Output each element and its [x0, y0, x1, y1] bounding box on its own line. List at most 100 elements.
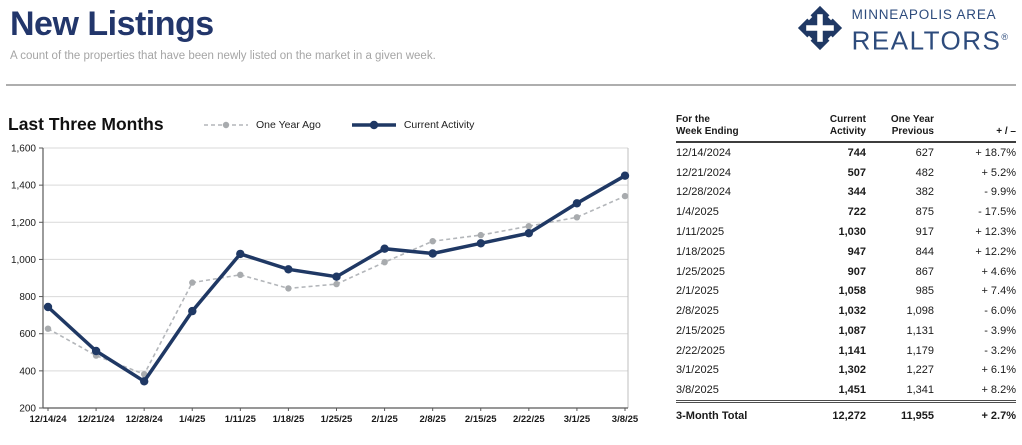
svg-text:600: 600: [19, 329, 36, 340]
cell-current-activity: 1,058: [838, 285, 866, 298]
cell-week-ending: 2/15/2025: [676, 324, 725, 337]
cell-current-activity: 1,030: [838, 226, 866, 239]
cell-current-activity: 1,451: [838, 384, 866, 397]
cell-one-year-previous: 985: [915, 285, 934, 298]
cell-week-ending: 1/18/2025: [676, 245, 725, 258]
chart-legend: One Year Ago Current Activity: [203, 119, 474, 131]
svg-text:800: 800: [19, 292, 36, 303]
table-row: 1/4/2025 722 875 - 17.5%: [676, 202, 1016, 222]
table-row: 1/25/2025 907 867 + 4.6%: [676, 262, 1016, 282]
table-row: 2/22/2025 1,141 1,179 - 3.2%: [676, 341, 1016, 361]
svg-text:1,400: 1,400: [11, 181, 36, 192]
table-row: 12/21/2024 507 482 + 5.2%: [676, 163, 1016, 183]
svg-text:1,600: 1,600: [11, 144, 36, 155]
header-divider: [6, 84, 1016, 86]
cell-week-ending: 2/8/2025: [676, 305, 719, 318]
table-total-row: 3-Month Total 12,272 11,955 + 2.7%: [676, 400, 1016, 427]
svg-text:2/15/25: 2/15/25: [465, 414, 497, 425]
cell-week-ending: 12/21/2024: [676, 166, 732, 179]
cell-one-year-previous: 382: [915, 186, 934, 199]
svg-text:3/8/25: 3/8/25: [612, 414, 639, 425]
cell-week-ending: 2/1/2025: [676, 285, 719, 298]
dashed-line-swatch-icon: [204, 121, 248, 129]
svg-text:3/1/25: 3/1/25: [564, 414, 591, 425]
svg-text:1/18/25: 1/18/25: [273, 414, 305, 425]
total-previous: 11,955: [866, 400, 934, 427]
svg-text:2/22/25: 2/22/25: [513, 414, 545, 425]
cell-week-ending: 2/22/2025: [676, 344, 725, 357]
solid-line-swatch-icon: [351, 120, 396, 130]
cell-one-year-previous: 1,131: [906, 324, 934, 337]
cell-one-year-previous: 917: [915, 226, 934, 239]
header-week-ending: For the Week Ending: [676, 114, 804, 143]
cell-pct-change: + 5.2%: [981, 166, 1016, 179]
cell-week-ending: 1/4/2025: [676, 206, 719, 219]
cell-week-ending: 3/1/2025: [676, 364, 719, 377]
line-chart: .ylab{font:10px "Liberation Sans",sans-s…: [0, 140, 670, 445]
table-row: 3/8/2025 1,451 1,341 + 8.2%: [676, 380, 1016, 401]
cell-week-ending: 12/14/2024: [676, 146, 732, 159]
legend-label: Current Activity: [403, 119, 475, 131]
svg-text:1,200: 1,200: [11, 218, 36, 229]
cell-week-ending: 3/8/2025: [676, 384, 719, 397]
total-pct: + 2.7%: [934, 400, 1016, 427]
cell-pct-change: + 12.3%: [975, 226, 1016, 239]
cell-pct-change: + 6.1%: [981, 364, 1016, 377]
legend-item-current-activity: Current Activity: [351, 119, 475, 131]
cell-current-activity: 722: [847, 206, 866, 219]
realtors-logo-text: MINNEAPOLIS AREA REALTORS®: [852, 5, 1008, 55]
table-row: 2/15/2025 1,087 1,131 - 3.9%: [676, 321, 1016, 341]
svg-text:1/25/25: 1/25/25: [321, 414, 353, 425]
cell-current-activity: 507: [847, 166, 866, 179]
realtors-pinwheel-icon: [797, 5, 843, 51]
header-plus-minus: + / –: [934, 114, 1016, 143]
cell-pct-change: - 17.5%: [978, 206, 1016, 219]
svg-text:12/28/24: 12/28/24: [126, 414, 164, 425]
table-row: 1/18/2025 947 844 + 12.2%: [676, 242, 1016, 262]
realtors-logo: MINNEAPOLIS AREA REALTORS®: [797, 5, 1008, 55]
cell-one-year-previous: 875: [915, 206, 934, 219]
cell-pct-change: - 9.9%: [984, 186, 1016, 199]
cell-current-activity: 1,141: [838, 344, 866, 357]
cell-week-ending: 12/28/2024: [676, 186, 732, 199]
cell-one-year-previous: 627: [915, 146, 934, 159]
table-header-row: For the Week Ending Current Activity One Y…: [676, 114, 1016, 143]
cell-current-activity: 947: [847, 245, 866, 258]
cell-current-activity: 1,302: [838, 364, 866, 377]
svg-text:2/8/25: 2/8/25: [419, 414, 446, 425]
cell-current-activity: 1,087: [838, 324, 866, 337]
legend-label: One Year Ago: [256, 119, 321, 131]
table-row: 3/1/2025 1,302 1,227 + 6.1%: [676, 361, 1016, 381]
svg-text:2/1/25: 2/1/25: [371, 414, 398, 425]
cell-one-year-previous: 867: [915, 265, 934, 278]
header-current-activity: Current Activity: [804, 114, 866, 143]
svg-text:1/11/25: 1/11/25: [225, 414, 257, 425]
table-row: 12/28/2024 344 382 - 9.9%: [676, 183, 1016, 203]
svg-text:1/4/25: 1/4/25: [179, 414, 206, 425]
cell-current-activity: 344: [847, 186, 866, 199]
data-table-section: For the Week Ending Current Activity One Y…: [676, 114, 1016, 427]
svg-text:12/14/24: 12/14/24: [30, 414, 68, 425]
svg-text:400: 400: [19, 366, 36, 377]
svg-text:12/21/24: 12/21/24: [78, 414, 116, 425]
page-title: New Listings: [10, 5, 214, 43]
cell-week-ending: 1/11/2025: [676, 226, 725, 239]
total-current: 12,272: [804, 400, 866, 427]
cell-one-year-previous: 1,179: [906, 344, 934, 357]
report-title-block: New Listings A count of the properties t…: [10, 4, 436, 62]
cell-current-activity: 744: [847, 146, 866, 159]
logo-area-label: MINNEAPOLIS AREA: [851, 7, 997, 22]
cell-pct-change: + 18.7%: [975, 146, 1016, 159]
total-label: 3-Month Total: [676, 400, 804, 427]
cell-pct-change: + 4.6%: [981, 265, 1016, 278]
page-subtitle: A count of the properties that have been…: [10, 50, 436, 62]
table-row: 1/11/2025 1,030 917 + 12.3%: [676, 222, 1016, 242]
svg-text:200: 200: [19, 404, 36, 415]
cell-current-activity: 907: [847, 265, 866, 278]
cell-current-activity: 1,032: [838, 305, 866, 318]
table-row: 2/8/2025 1,032 1,098 - 6.0%: [676, 301, 1016, 321]
logo-realtors-label: REALTORS®: [851, 25, 1008, 56]
cell-pct-change: - 3.9%: [984, 324, 1016, 337]
svg-text:1,000: 1,000: [11, 255, 36, 266]
